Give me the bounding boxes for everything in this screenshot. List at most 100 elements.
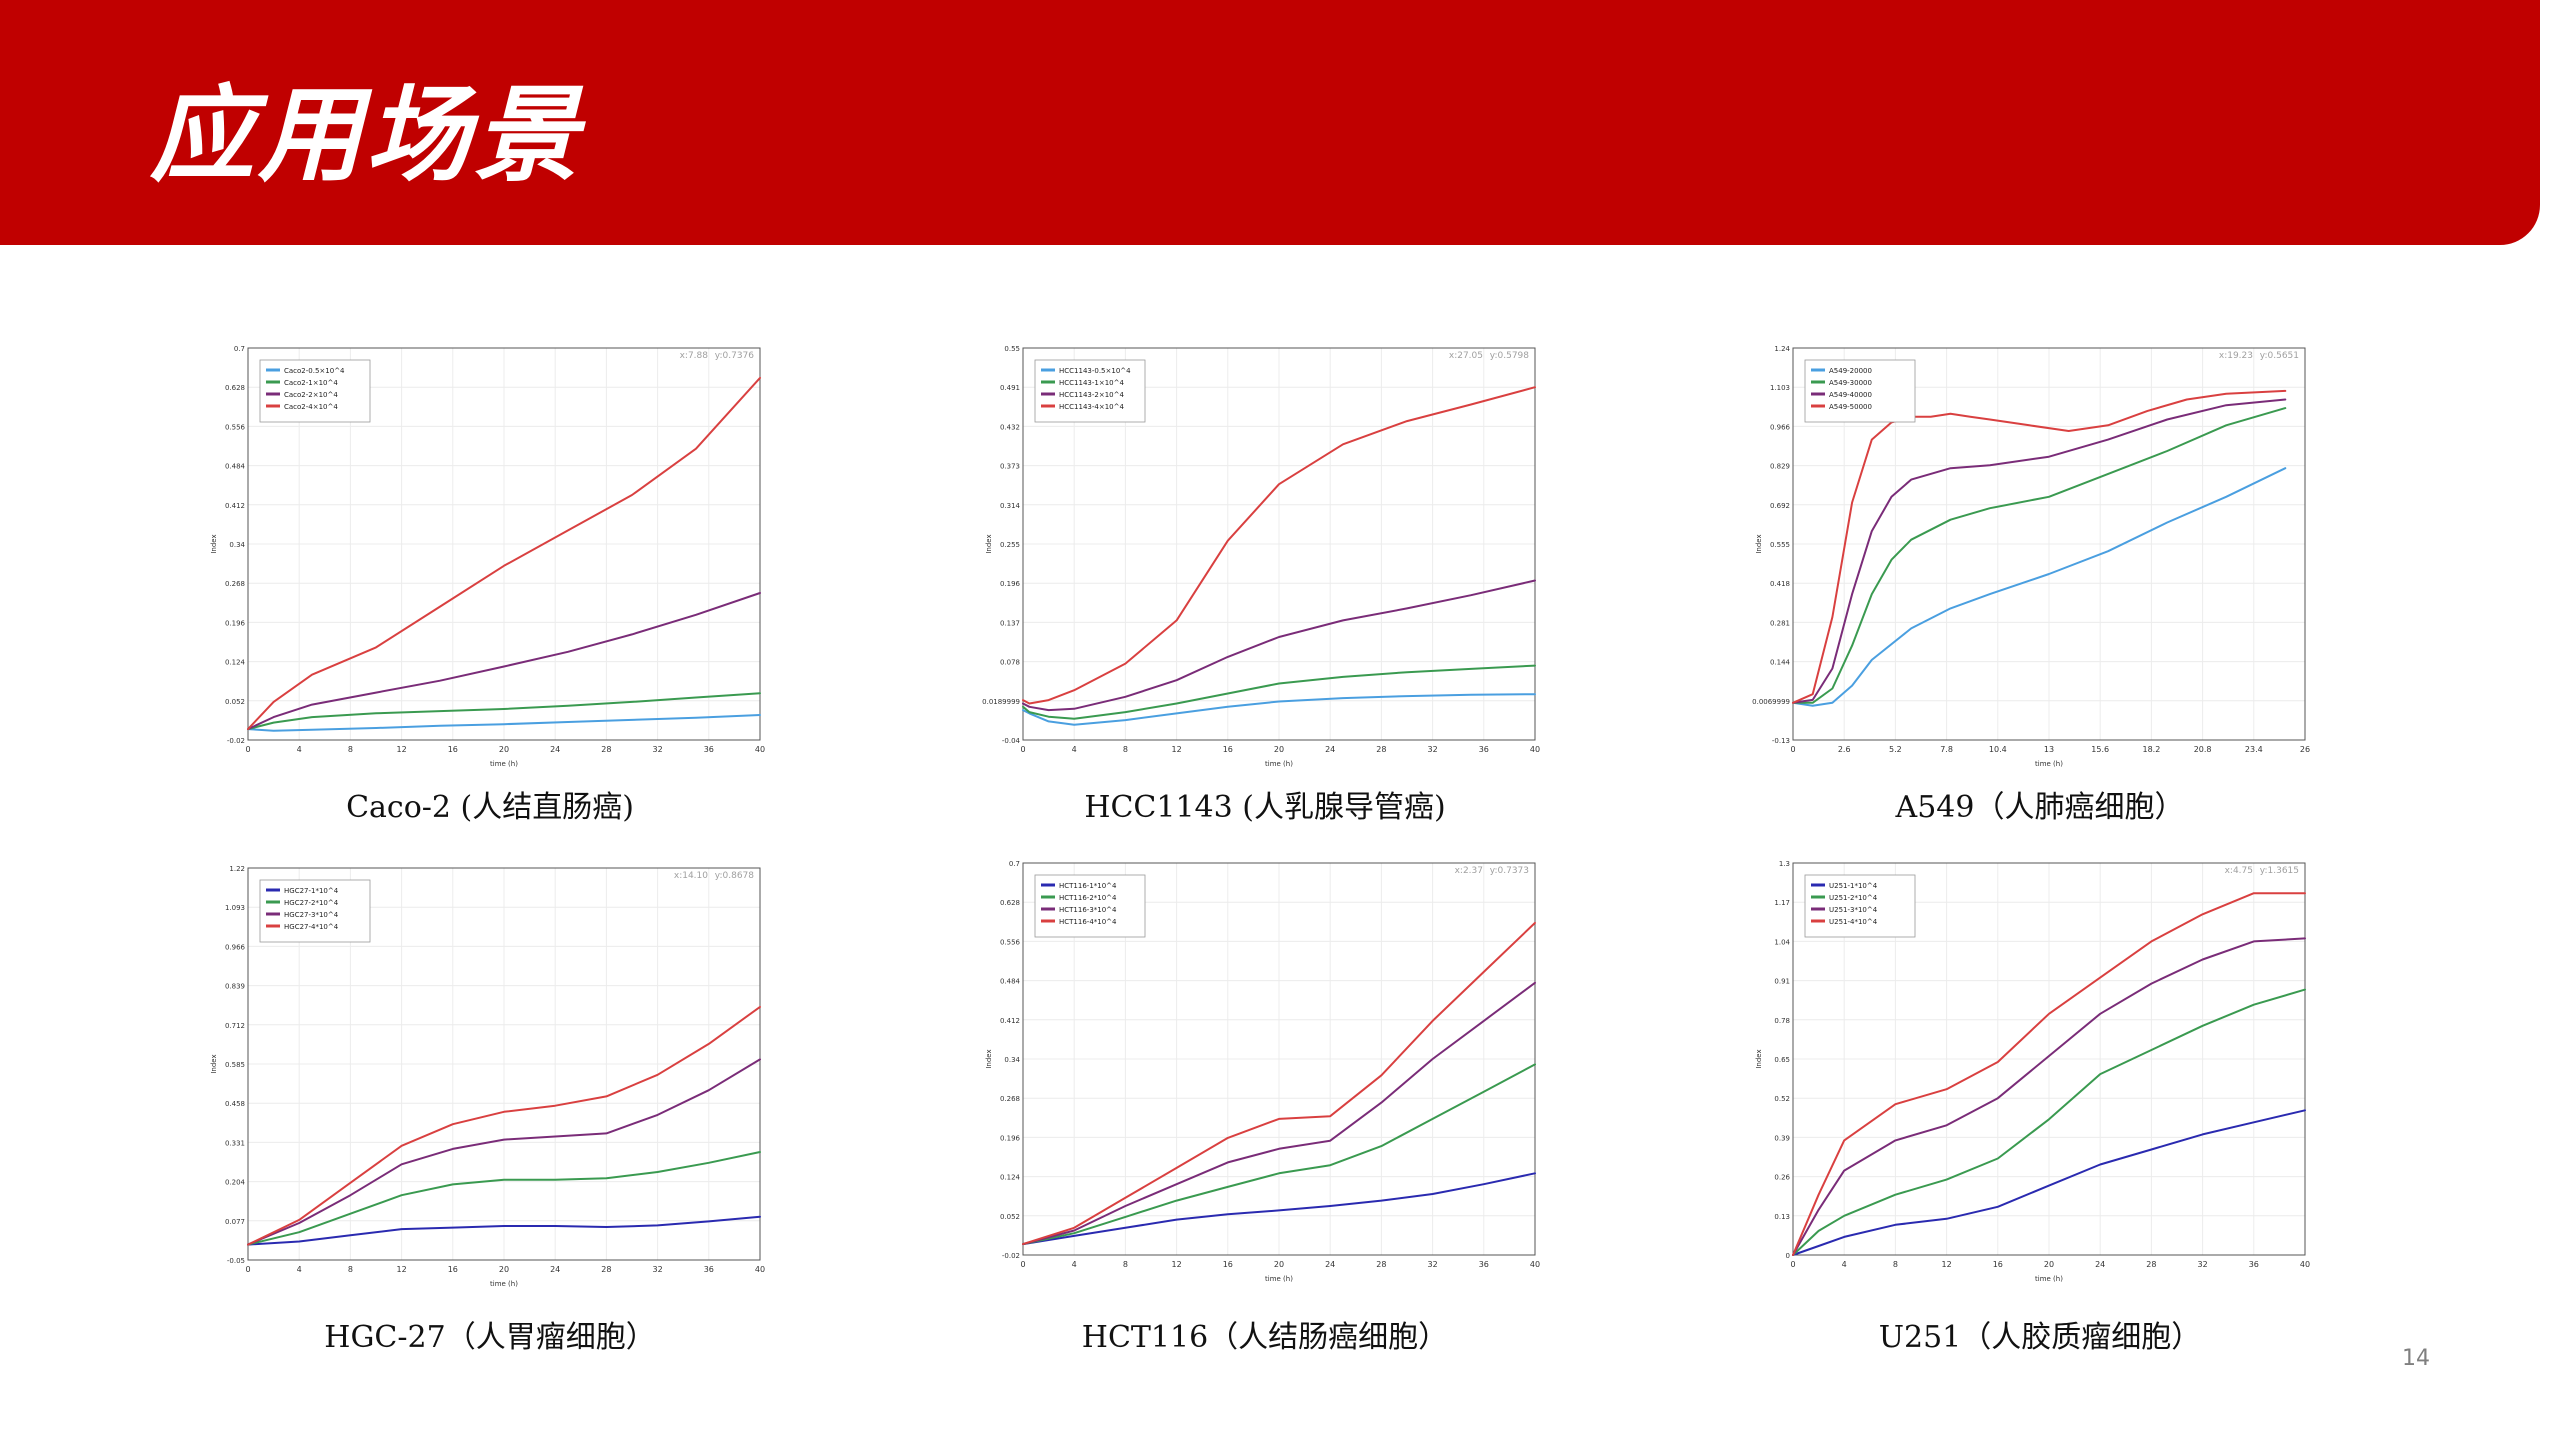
legend-label: U251-4*10^4: [1829, 918, 1878, 926]
legend-label: HCT116-4*10^4: [1059, 918, 1117, 926]
y-axis-label: Index: [985, 1049, 993, 1068]
y-tick-label: 0.412: [1000, 1017, 1020, 1025]
legend-label: HCT116-2*10^4: [1059, 894, 1117, 902]
x-tick-label: 24: [550, 1265, 560, 1274]
x-tick-label: 4: [1072, 745, 1077, 754]
series-line: [1022, 921, 1536, 1246]
y-tick-label: 0.0069999: [1752, 698, 1790, 706]
x-tick-label: 4: [1072, 1260, 1077, 1269]
y-tick-label: 1.24: [1774, 345, 1790, 353]
x-tick-label: 26: [2300, 745, 2310, 754]
x-axis-label: time (h): [2035, 760, 2063, 768]
x-tick-label: 8: [1123, 745, 1128, 754]
x-tick-label: 32: [1428, 1260, 1438, 1269]
y-tick-label: 0.196: [1000, 1134, 1021, 1142]
y-tick-label: 0.458: [225, 1100, 245, 1108]
y-tick-label: 0.281: [1770, 619, 1790, 627]
readout-y: y:0.8678: [715, 871, 754, 881]
y-tick-label: 0.052: [1000, 1213, 1020, 1221]
x-tick-label: 40: [1530, 745, 1540, 754]
y-tick-label: 0.0189999: [982, 698, 1020, 706]
y-tick-label: 0.39: [1774, 1134, 1790, 1142]
y-tick-label: 0.628: [225, 384, 245, 392]
x-tick-label: 24: [2095, 1260, 2105, 1269]
x-tick-label: 4: [297, 745, 302, 754]
x-axis-label: time (h): [1265, 1275, 1293, 1283]
legend-label: U251-1*10^4: [1829, 882, 1878, 890]
chart-svg: 0 4 8 12 16 20 24 28 32 36 40 -0.05 0.077 0.204 0.331 0…: [210, 865, 765, 1288]
series-line: [1792, 892, 2306, 1256]
series-line: [1792, 389, 2287, 704]
y-tick-label: 1.04: [1774, 938, 1790, 946]
y-tick-label: 0.077: [225, 1218, 245, 1226]
page-number: 14: [2402, 1346, 2430, 1371]
chart-svg: 0 2.6 5.2 7.8 10.4 13 15.6 18.2 20.8 23.4 26 -0.13 0…: [1752, 345, 2310, 768]
legend-label: A549-30000: [1829, 379, 1872, 387]
series-line: [1792, 937, 2306, 1256]
series-line: [1022, 1172, 1536, 1246]
chart-hct116: 0 4 8 12 16 20 24 28 32 36 40 -0.02 0.052 0.124 0.196 0…: [975, 855, 1540, 1300]
series-line: [247, 1215, 761, 1246]
y-tick-label: 0.331: [225, 1139, 245, 1147]
y-axis-label: Index: [210, 1054, 218, 1073]
y-tick-label: 0.491: [1000, 384, 1020, 392]
x-tick-label: 0: [1790, 745, 1795, 754]
legend-label: HGC27-4*10^4: [284, 923, 339, 931]
y-tick-label: 0.196: [225, 619, 246, 627]
legend-label: A549-20000: [1829, 367, 1872, 375]
x-tick-label: 0: [1020, 745, 1025, 754]
y-tick-label: 1.093: [225, 904, 245, 912]
x-tick-label: 0: [1020, 1260, 1025, 1269]
x-tick-label: 12: [397, 1265, 407, 1274]
x-axis-label: time (h): [490, 1280, 518, 1288]
y-tick-label: 0.124: [225, 659, 246, 667]
y-tick-label: 0.585: [225, 1061, 245, 1069]
y-tick-label: 1.17: [1774, 899, 1790, 907]
chart-u251: 0 4 8 12 16 20 24 28 32 36 40 0 0.13 0.26 0.39 0.52 0.65…: [1745, 855, 2310, 1300]
series-line: [1022, 664, 1536, 720]
legend-label: HCT116-1*10^4: [1059, 882, 1117, 890]
readout-x: x:4.75: [2225, 866, 2253, 876]
x-tick-label: 40: [755, 1265, 765, 1274]
y-tick-label: 0.144: [1770, 659, 1791, 667]
x-tick-label: 8: [348, 745, 353, 754]
y-tick-label: 0.432: [1000, 423, 1020, 431]
legend-label: HGC27-1*10^4: [284, 887, 339, 895]
x-tick-label: 24: [1325, 1260, 1335, 1269]
y-tick-label: 0.34: [1004, 1056, 1020, 1064]
readout-x: x:7.88: [680, 351, 709, 361]
y-tick-label: 1.103: [1770, 384, 1790, 392]
x-tick-label: 16: [448, 1265, 458, 1274]
y-tick-label: 0.556: [225, 423, 246, 431]
y-tick-label: 0.418: [1770, 580, 1790, 588]
series-line: [1792, 1109, 2306, 1256]
readout-x: x:19.23: [2219, 351, 2253, 361]
y-tick-label: -0.05: [227, 1257, 245, 1265]
series-line: [247, 1058, 761, 1246]
legend-label: HCC1143-1×10^4: [1059, 379, 1124, 387]
y-tick-label: -0.02: [1002, 1252, 1020, 1260]
y-tick-label: 0.7: [1009, 860, 1020, 868]
y-tick-label: 0.966: [1770, 423, 1791, 431]
y-tick-label: 0.484: [225, 463, 246, 471]
x-tick-label: 12: [1172, 745, 1182, 754]
header-banner: 应用场景: [0, 0, 2540, 245]
y-tick-label: 0.484: [1000, 978, 1021, 986]
chart-svg: 0 4 8 12 16 20 24 28 32 36 40 -0.04 0.0189999 0.078 0.…: [982, 345, 1540, 768]
x-tick-label: 24: [550, 745, 560, 754]
y-tick-label: 0.91: [1774, 978, 1790, 986]
y-tick-label: 0.712: [225, 1022, 245, 1030]
y-tick-label: 0.078: [1000, 659, 1020, 667]
legend-label: HCC1143-0.5×10^4: [1059, 367, 1131, 375]
y-tick-label: 0.204: [225, 1179, 246, 1187]
x-tick-label: 23.4: [2245, 745, 2263, 754]
plot-frame: [1792, 347, 2306, 741]
y-tick-label: 0.124: [1000, 1174, 1021, 1182]
x-tick-label: 0: [245, 1265, 250, 1274]
x-tick-label: 28: [601, 745, 611, 754]
y-axis-label: Index: [1755, 1049, 1763, 1068]
series-line: [247, 714, 761, 732]
x-tick-label: 8: [348, 1265, 353, 1274]
y-tick-label: 0.137: [1000, 619, 1020, 627]
y-tick-label: 0.78: [1774, 1017, 1790, 1025]
